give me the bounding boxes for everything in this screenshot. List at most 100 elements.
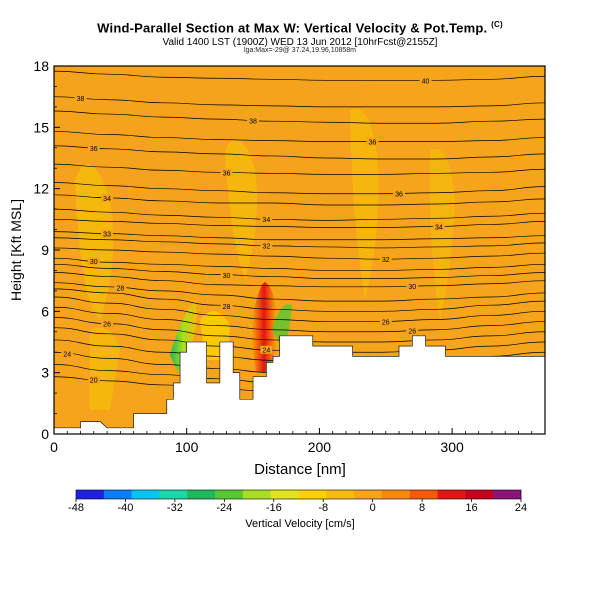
colorbar-swatch xyxy=(187,490,216,499)
colorbar-swatch xyxy=(409,490,438,499)
isentrope-label: 36 xyxy=(369,140,377,147)
terrain-mask xyxy=(54,335,545,434)
isentrope-line xyxy=(54,237,545,249)
isentrope-label: 20 xyxy=(90,378,98,385)
colorbar-tick-label: 16 xyxy=(465,502,477,514)
isentrope-label-bg xyxy=(87,375,100,384)
colorbar-swatch xyxy=(242,490,271,499)
isentrope-line xyxy=(54,131,545,142)
colorbar-tick-label: -24 xyxy=(216,502,232,514)
isentrope-label: 26 xyxy=(103,321,111,328)
isentrope-label: 36 xyxy=(90,146,98,153)
velocity-patch xyxy=(350,108,379,300)
y-tick-label: 15 xyxy=(33,119,49,135)
isentrope-line xyxy=(54,218,545,228)
colorbar-tick-label: -8 xyxy=(318,502,328,514)
colorbar-swatch xyxy=(326,490,355,499)
y-tick-label: 3 xyxy=(41,365,49,381)
colorbar-swatch xyxy=(159,490,188,499)
isentrope-label: 32 xyxy=(382,257,390,264)
isentrope-label: 30 xyxy=(223,273,231,280)
downdraft-patch xyxy=(170,300,197,372)
isentrope-label-bg xyxy=(260,215,273,224)
isentrope-label-bg xyxy=(379,317,392,326)
x-axis: 0 100 200 300 xyxy=(50,428,533,455)
y-tick-label: 9 xyxy=(41,242,49,258)
isentrope-label: 28 xyxy=(223,304,231,311)
y-axis: 0 3 6 9 12 15 18 xyxy=(33,58,60,442)
isentrope-label: 38 xyxy=(249,118,257,125)
colorbar-swatch xyxy=(381,490,411,499)
isentrope-label-bg xyxy=(87,143,100,152)
isentrope-label: 26 xyxy=(408,329,416,336)
isentrope-line xyxy=(54,163,545,175)
isentrope-label-bg xyxy=(419,76,432,85)
x-tick-label: 100 xyxy=(175,439,199,455)
isentrope-label: 38 xyxy=(77,96,85,103)
isentrope-line xyxy=(54,296,545,322)
isentrope-label: 36 xyxy=(223,170,231,177)
colorbar-swatch xyxy=(131,490,160,499)
isentrope-label-bg xyxy=(379,255,392,264)
y-tick-label: 12 xyxy=(33,181,49,197)
isentrope-label: 33 xyxy=(103,232,111,239)
y-tick-label: 18 xyxy=(33,58,49,74)
y-tick-label: 0 xyxy=(41,426,49,442)
isentrope-label-bg xyxy=(114,283,127,292)
colorbar-swatch xyxy=(493,490,522,499)
isentrope-line xyxy=(54,145,545,160)
y-tick-label: 6 xyxy=(41,303,49,319)
isentrope-line xyxy=(54,288,545,312)
plot-area: 40 38 38 36 36 36 36 34 34 34 33 32 32 30 30 30 28 28 26 26… xyxy=(54,66,545,434)
isentrope-label-bg xyxy=(101,229,114,238)
y-axis-label: Height [Kft MSL] xyxy=(8,199,24,301)
colorbar-tick-label: 8 xyxy=(419,502,425,514)
x-tick-label: 200 xyxy=(308,439,332,455)
isentrope-line xyxy=(54,182,545,195)
isentrope-label-bg xyxy=(432,222,445,231)
isentrope-line xyxy=(54,282,545,302)
colorbar-tick-label: 0 xyxy=(370,502,376,514)
chart-subtitle: Valid 1400 LST (1900Z) WED 13 Jun 2012 [… xyxy=(162,37,438,48)
isentrope-label-bg xyxy=(74,94,87,103)
isentrope-label: 34 xyxy=(262,217,270,224)
colorbar-swatch xyxy=(103,490,132,499)
chart-title: Wind-Parallel Section at Max W: Vertical… xyxy=(97,20,503,36)
velocity-patch xyxy=(75,164,114,320)
isentrope-label: 40 xyxy=(422,78,430,85)
isentrope-label-bg xyxy=(101,193,114,202)
isentrope-label: 30 xyxy=(408,284,416,291)
colorbar-swatch xyxy=(298,490,327,499)
velocity-patch xyxy=(429,148,455,320)
isentrope-line xyxy=(54,257,545,271)
colorbar-swatch xyxy=(354,490,383,499)
isentrope-label: 36 xyxy=(395,191,403,198)
isentrope-label: 26 xyxy=(382,319,390,326)
isentrope-line xyxy=(54,272,545,288)
colorbar-tick-label: -16 xyxy=(266,502,282,514)
isentrope-label-bg xyxy=(220,168,233,177)
isentrope-line xyxy=(54,110,545,124)
colorbar-swatch xyxy=(437,490,466,499)
chart-subsubtitle: lga:Max=-29@ 37.24,19.96,10858m xyxy=(244,47,356,54)
colorbar-tick-label: -32 xyxy=(167,502,183,514)
isentrope-label: 24 xyxy=(262,348,270,355)
colorbar-label: Vertical Velocity [cm/s] xyxy=(245,518,354,530)
colorbar-frame xyxy=(75,489,522,500)
isentrope-line xyxy=(54,70,545,81)
isentrope-label-bg xyxy=(406,282,419,291)
isentrope-label-bg xyxy=(366,137,379,146)
isentrope-line xyxy=(54,208,545,221)
isentrope-label-bg xyxy=(406,326,419,335)
isentrope-label: 28 xyxy=(116,286,124,293)
isentrope-line xyxy=(54,263,545,279)
isentrope-label-bg xyxy=(101,319,114,328)
velocity-patch xyxy=(225,138,258,280)
colorbar-tick-label: -48 xyxy=(68,502,84,514)
colorbar-swatch xyxy=(465,490,494,499)
isentrope-label: 32 xyxy=(262,244,270,251)
velocity-patch xyxy=(90,327,120,410)
x-axis-label: Distance [nm] xyxy=(254,461,346,478)
